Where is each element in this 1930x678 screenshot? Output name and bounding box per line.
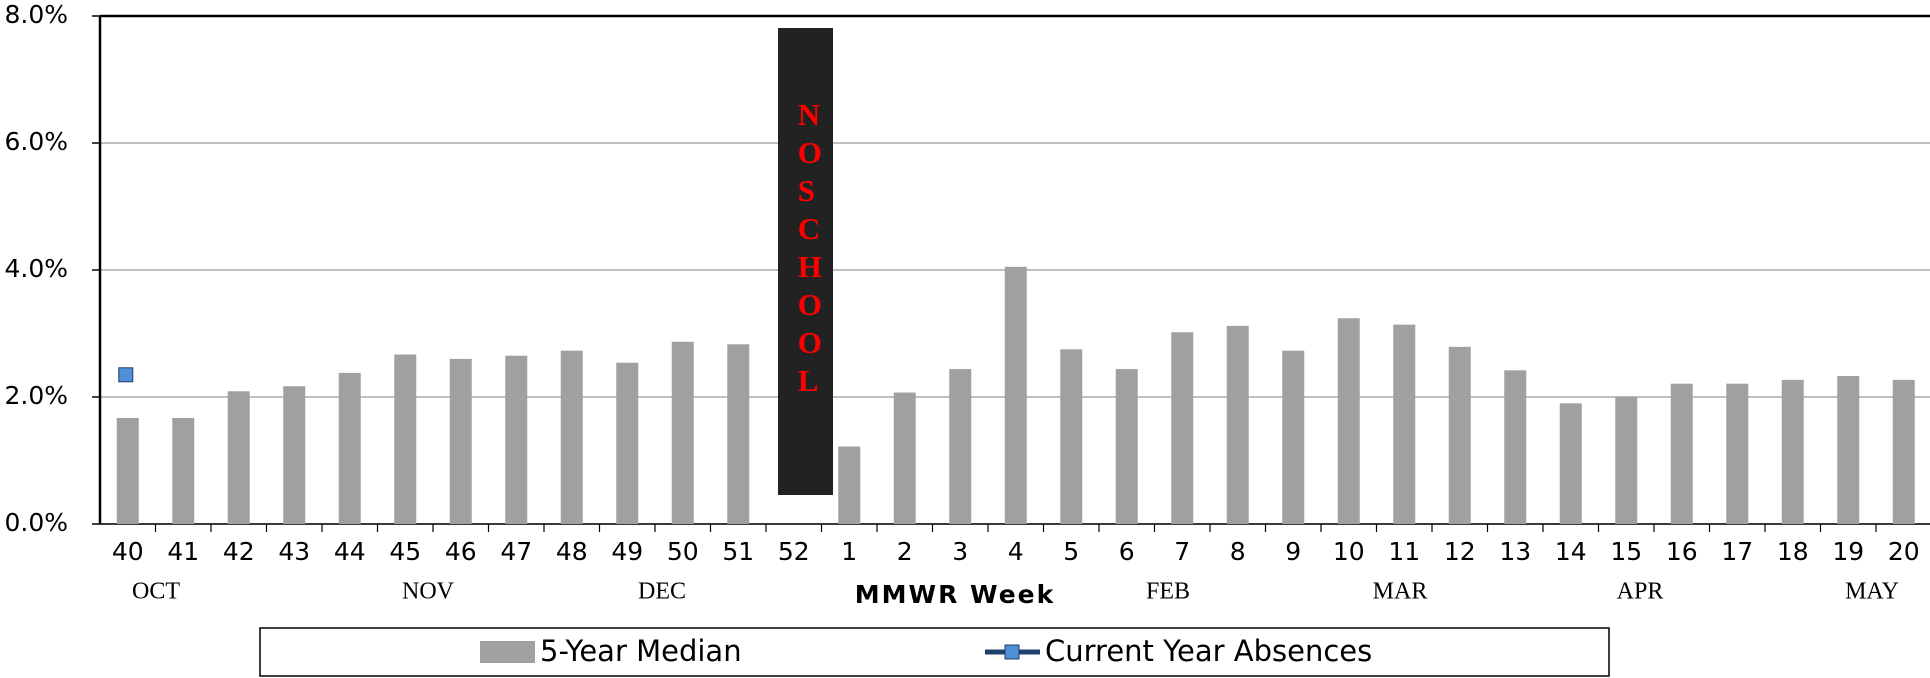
month-label: DEC (638, 579, 686, 605)
bar (1615, 397, 1638, 524)
bar (1282, 350, 1305, 524)
x-tick-label: 48 (556, 537, 588, 566)
x-tick-label: 9 (1285, 537, 1301, 566)
bar (1448, 346, 1471, 524)
month-label: NOV (402, 579, 455, 605)
x-tick-label: 8 (1230, 537, 1246, 566)
x-tick-label: 47 (500, 537, 532, 566)
bar (727, 344, 750, 524)
bar (1559, 403, 1582, 524)
x-tick-label: 10 (1333, 537, 1365, 566)
bar (893, 392, 916, 524)
x-tick-label: 41 (167, 537, 199, 566)
x-tick-label: 15 (1610, 537, 1642, 566)
marker (118, 367, 134, 383)
bar (1726, 383, 1749, 524)
x-tick-label: 42 (223, 537, 255, 566)
x-tick-label: 12 (1444, 537, 1476, 566)
bar (1504, 370, 1527, 524)
bar (116, 417, 139, 524)
bar (1226, 325, 1249, 524)
bar (1115, 369, 1138, 524)
x-axis-title: MMWR Week (855, 580, 1056, 609)
bar (1004, 266, 1027, 524)
x-tick-label: 3 (952, 537, 968, 566)
month-label: APR (1617, 579, 1664, 605)
x-tick-label: 6 (1119, 537, 1135, 566)
bar (283, 386, 306, 524)
legend-label: 5-Year Median (540, 634, 742, 668)
x-tick-label: 16 (1666, 537, 1698, 566)
bar (1892, 379, 1915, 524)
bar (1781, 379, 1804, 524)
x-tick-label: 43 (278, 537, 310, 566)
x-tick-label: 51 (722, 537, 754, 566)
y-tick-label: 2.0% (4, 381, 68, 410)
x-tick-label: 4 (1008, 537, 1024, 566)
bar (949, 369, 972, 524)
bar (1393, 324, 1416, 524)
bar (838, 446, 861, 524)
bar (616, 362, 639, 524)
y-tick-label: 4.0% (4, 254, 68, 283)
x-tick-label: 7 (1174, 537, 1190, 566)
x-tick-label: 52 (778, 537, 810, 566)
annotation-text: NO SCHOOL (797, 97, 838, 398)
x-tick-label: 18 (1777, 537, 1809, 566)
y-tick-label: 8.0% (4, 0, 68, 29)
bar (505, 355, 528, 524)
x-tick-label: 46 (445, 537, 477, 566)
x-tick-label: 49 (611, 537, 643, 566)
bar (449, 358, 472, 524)
bar (227, 391, 250, 524)
x-tick-label: 40 (112, 537, 144, 566)
month-label: OCT (132, 579, 180, 605)
bar (394, 354, 417, 524)
x-tick-label: 14 (1555, 537, 1587, 566)
legend-swatch (480, 641, 535, 663)
x-tick-label: 44 (334, 537, 366, 566)
bar (172, 417, 195, 524)
bar (1060, 349, 1083, 524)
bar (338, 372, 361, 524)
x-tick-label: 20 (1888, 537, 1920, 566)
month-label: FEB (1146, 579, 1190, 605)
month-label: MAR (1373, 579, 1428, 605)
x-tick-label: 13 (1499, 537, 1531, 566)
y-tick-label: 6.0% (4, 127, 68, 156)
bar (671, 341, 694, 524)
bar (560, 350, 583, 524)
month-label: MAY (1845, 579, 1899, 605)
x-tick-label: 1 (841, 537, 857, 566)
x-tick-label: 50 (667, 537, 699, 566)
legend-label: Current Year Absences (1045, 634, 1372, 668)
x-tick-label: 11 (1388, 537, 1420, 566)
legend-marker (1004, 644, 1020, 660)
bar (1670, 383, 1693, 524)
x-tick-label: 19 (1832, 537, 1864, 566)
bar (1337, 318, 1360, 524)
bar (1837, 376, 1860, 524)
no-school-annotation: NO SCHOOL (778, 28, 833, 495)
legend-box (259, 627, 1610, 677)
x-tick-label: 5 (1063, 537, 1079, 566)
x-tick-label: 17 (1721, 537, 1753, 566)
x-tick-label: 2 (897, 537, 913, 566)
y-tick-label: 0.0% (4, 508, 68, 537)
bar (1171, 332, 1194, 524)
x-tick-label: 45 (389, 537, 421, 566)
